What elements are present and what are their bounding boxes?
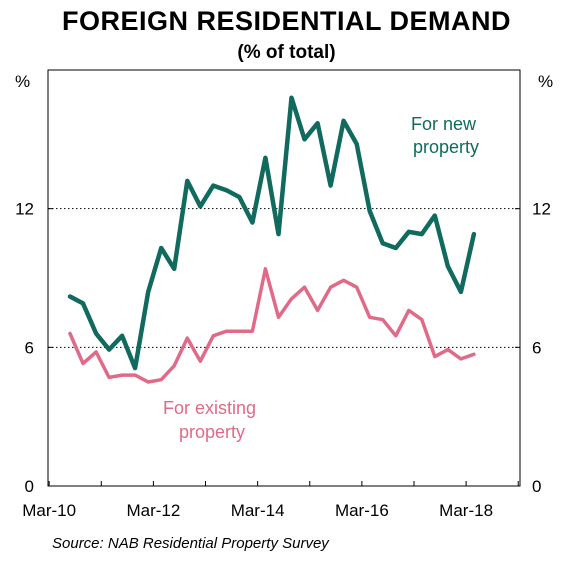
- data-point: [303, 138, 306, 141]
- data-point: [355, 143, 358, 145]
- chart-title: FOREIGN RESIDENTIAL DEMAND: [61, 6, 512, 36]
- data-point: [329, 184, 332, 187]
- data-point: [82, 362, 84, 365]
- y-unit-right: %: [538, 72, 553, 91]
- y-unit-left: %: [15, 72, 30, 91]
- data-point: [238, 330, 241, 332]
- data-point: [434, 355, 436, 358]
- series-label-existing: For existing property: [163, 398, 261, 442]
- data-point: [329, 286, 332, 289]
- data-point: [434, 214, 436, 217]
- y-axis-right: 0 6 12: [515, 200, 551, 496]
- data-point: [421, 318, 423, 321]
- data-point: [264, 267, 267, 270]
- data-point: [134, 367, 136, 369]
- data-point: [277, 316, 280, 319]
- x-tick-label: Mar-14: [231, 501, 285, 520]
- y-tick-label-right: 0: [532, 477, 541, 496]
- data-point: [186, 337, 189, 339]
- data-point: [290, 298, 293, 300]
- series-lines: [67, 95, 477, 384]
- data-point: [199, 205, 202, 208]
- data-point: [447, 265, 449, 268]
- y-tick-label-right: 12: [532, 200, 551, 219]
- data-point: [303, 286, 306, 289]
- data-point: [108, 348, 110, 351]
- data-point: [264, 157, 267, 159]
- data-point: [160, 247, 163, 249]
- data-point: [290, 96, 293, 99]
- gridlines: [48, 208, 520, 348]
- data-point: [381, 242, 384, 245]
- data-point: [368, 316, 371, 319]
- data-point: [134, 374, 136, 376]
- data-point: [186, 180, 189, 182]
- data-point: [251, 330, 254, 332]
- data-point: [147, 381, 149, 383]
- data-point: [316, 122, 319, 124]
- data-point: [121, 374, 123, 376]
- data-point: [108, 376, 110, 379]
- y-tick-label-left: 12: [15, 200, 34, 219]
- x-tick-label: Mar-18: [439, 501, 493, 520]
- data-point: [381, 318, 384, 321]
- data-point: [421, 233, 423, 235]
- data-point: [173, 267, 176, 270]
- series-line-new: [67, 95, 477, 371]
- data-point: [173, 365, 176, 367]
- y-tick-label-left: 0: [25, 477, 34, 496]
- data-point: [473, 353, 475, 356]
- data-point: [355, 286, 358, 289]
- data-point: [407, 230, 410, 233]
- data-point: [368, 210, 371, 212]
- x-tick-label: Mar-10: [22, 501, 76, 520]
- plot-frame: [47, 69, 521, 487]
- y-axis-left: 0 6 12: [15, 200, 53, 496]
- data-point: [69, 332, 71, 335]
- data-point: [460, 358, 462, 360]
- series-line-existing: [68, 267, 476, 384]
- data-point: [277, 233, 280, 235]
- y-tick-label-left: 6: [25, 338, 34, 357]
- data-point: [95, 332, 97, 335]
- chart-subtitle: (% of total): [237, 42, 336, 63]
- source-note: Source: NAB Residential Property Survey: [52, 535, 329, 552]
- series-label-new: For new property: [411, 114, 481, 157]
- data-point: [238, 196, 241, 198]
- data-point: [394, 334, 397, 337]
- data-point: [407, 309, 410, 312]
- data-point: [147, 291, 149, 293]
- x-tick-label: Mar-16: [335, 501, 389, 520]
- data-point: [225, 189, 228, 191]
- data-point: [121, 334, 123, 337]
- data-point: [394, 247, 397, 249]
- data-point: [199, 360, 202, 363]
- data-point: [82, 302, 84, 305]
- data-point: [447, 348, 449, 351]
- data-point: [473, 233, 475, 235]
- data-point: [460, 291, 462, 293]
- data-point: [212, 334, 215, 337]
- data-point: [69, 295, 71, 298]
- data-point: [342, 120, 345, 122]
- data-point: [225, 330, 228, 332]
- data-point: [251, 221, 254, 224]
- data-point: [95, 351, 97, 353]
- data-point: [342, 279, 345, 282]
- x-tick-label: Mar-12: [126, 501, 180, 520]
- data-point: [316, 309, 319, 312]
- x-axis: Mar-10 Mar-12 Mar-14 Mar-16 Mar-18: [22, 481, 519, 520]
- data-point: [160, 378, 163, 381]
- y-tick-label-right: 6: [532, 338, 541, 357]
- data-point: [212, 184, 215, 187]
